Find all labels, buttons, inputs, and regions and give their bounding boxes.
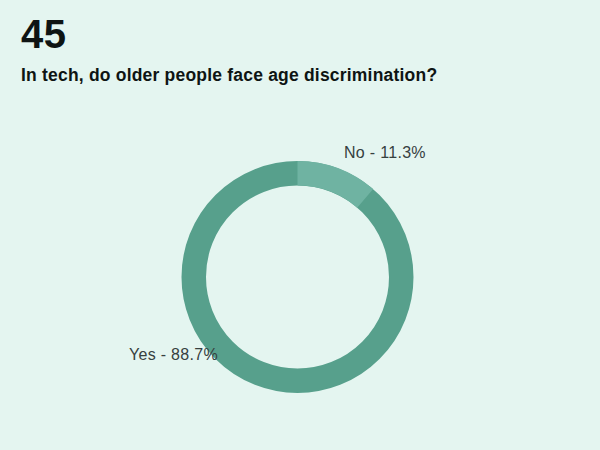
slice-label-no: No - 11.3% [344,144,426,162]
survey-slide: 45 In tech, do older people face age dis… [0,0,600,450]
donut-segment-yes[interactable] [194,173,402,381]
donut-chart: No - 11.3% Yes - 88.7% [0,0,600,450]
donut-chart-svg [0,0,600,450]
slice-label-yes: Yes - 88.7% [129,346,218,364]
